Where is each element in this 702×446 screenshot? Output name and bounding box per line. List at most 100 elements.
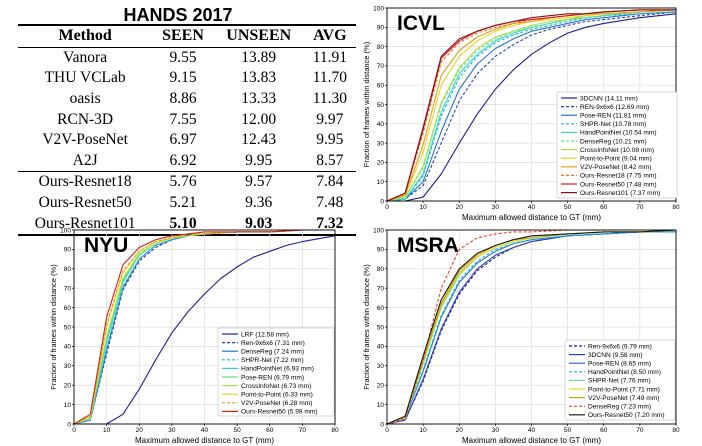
cell-unseen: 13.33 bbox=[241, 90, 277, 108]
y-tick-label: 70 bbox=[377, 286, 385, 293]
y-axis-label: Fraction of frames within distance (%) bbox=[362, 264, 371, 390]
x-axis-label: Maximum allowed distance to GT (mm) bbox=[462, 436, 601, 445]
y-tick-label: 70 bbox=[64, 286, 72, 293]
x-tick-label: 40 bbox=[201, 427, 209, 434]
y-tick-label: 90 bbox=[377, 247, 385, 254]
table-row: A2J 6.92 9.95 8.57 bbox=[18, 151, 356, 172]
legend-label: Ours-Resnet50 (7.48 mm) bbox=[580, 181, 657, 188]
cell-seen: 5.21 bbox=[169, 194, 197, 212]
series-line bbox=[73, 229, 335, 425]
x-tick-label: 10 bbox=[103, 427, 111, 434]
legend-box bbox=[556, 91, 678, 199]
legend-box bbox=[564, 339, 676, 421]
chart-title: NYU bbox=[84, 234, 128, 257]
legend-label: HandPointNet (8.50 mm) bbox=[588, 369, 661, 376]
cell-unseen: 12.00 bbox=[241, 110, 277, 128]
series-group bbox=[73, 229, 336, 425]
cell-method: A2J bbox=[72, 151, 98, 169]
legend: LRF (12.58 mm) Ren-9x6x6 (7.31 mm) DenseRe… bbox=[217, 327, 335, 417]
legend-label: Point-to-Point (6.33 mm) bbox=[241, 392, 313, 399]
y-tick-label: 30 bbox=[64, 363, 72, 370]
cell-avg: 9.95 bbox=[316, 131, 344, 149]
y-axis-label: Fraction of frames within distance (%) bbox=[362, 41, 371, 167]
y-tick-label: 0 bbox=[380, 421, 384, 428]
table-row: oasis 8.86 13.33 11.30 bbox=[18, 89, 356, 110]
cell-unseen: 9.95 bbox=[245, 151, 273, 169]
x-tick-label: 10 bbox=[420, 204, 428, 211]
legend: 3DCNN (14.11 mm) REN-9x6x6 (12.69 mm) Pose… bbox=[556, 91, 678, 199]
x-tick-label: 50 bbox=[234, 427, 242, 434]
legend-label: LRF (12.58 mm) bbox=[241, 331, 289, 338]
cell-method: oasis bbox=[69, 90, 101, 108]
series-line bbox=[387, 13, 677, 202]
legend-label: SHPR-Net (7.76 mm) bbox=[588, 378, 651, 385]
cell-unseen: 9.36 bbox=[245, 194, 273, 212]
y-tick-label: 20 bbox=[377, 383, 385, 390]
x-tick-label: 0 bbox=[385, 427, 389, 434]
legend-label: V2V-PoseNet (8.42 mm) bbox=[580, 164, 651, 171]
x-tick-label: 60 bbox=[600, 204, 608, 211]
cell-avg: 11.30 bbox=[312, 90, 348, 108]
y-tick-label: 0 bbox=[380, 198, 384, 205]
legend-label: DenseReg (7.24 mm) bbox=[241, 349, 304, 356]
x-tick-label: 70 bbox=[636, 427, 644, 434]
cell-avg: 11.91 bbox=[312, 48, 348, 66]
chart-title: ICVL bbox=[397, 12, 445, 35]
icvl-chart: 0 10 20 30 40 50 60 70 80 0 10 20 30 40 50 60 70 80 90 100 M… bbox=[362, 5, 680, 222]
x-tick-label: 0 bbox=[385, 204, 389, 211]
series-line bbox=[386, 231, 676, 425]
x-tick-label: 40 bbox=[528, 204, 536, 211]
legend-label: Ours-Resnet18 (7.75 mm) bbox=[580, 173, 657, 180]
legend-label: 3DCNN (14.11 mm) bbox=[580, 95, 638, 102]
y-tick-label: 10 bbox=[377, 402, 385, 409]
y-tick-label: 40 bbox=[64, 344, 72, 351]
table-row: V2V-PoseNet 6.97 12.43 9.95 bbox=[18, 130, 356, 151]
x-axis-label: Maximum allowed distance to GT (mm) bbox=[462, 213, 601, 222]
legend-box bbox=[217, 327, 335, 417]
legend-label: Pose-REN (6.79 mm) bbox=[241, 374, 304, 381]
msra-chart: 0 10 20 30 40 50 60 70 80 0 10 20 30 40 50 60 70 80 90 100 M… bbox=[362, 227, 680, 445]
x-tick-label: 30 bbox=[168, 427, 176, 434]
x-tick-label: 20 bbox=[456, 204, 464, 211]
y-tick-label: 100 bbox=[373, 227, 384, 234]
series-line bbox=[74, 235, 336, 425]
y-tick-label: 80 bbox=[64, 266, 72, 273]
y-tick-label: 10 bbox=[377, 179, 385, 186]
x-tick-label: 0 bbox=[72, 427, 76, 434]
table-header-row: Method SEEN UNSEEN AVG bbox=[18, 23, 356, 48]
series-line bbox=[386, 9, 676, 202]
y-tick-label: 40 bbox=[377, 344, 385, 351]
table-row: RCN-3D 7.55 12.00 9.97 bbox=[18, 109, 356, 130]
y-tick-label: 100 bbox=[373, 5, 384, 12]
cell-seen: 5.76 bbox=[152, 171, 214, 193]
legend-label: Ren-9x6x6 (7.31 mm) bbox=[241, 340, 305, 347]
x-tick-label: 70 bbox=[299, 427, 307, 434]
table-row: Ours-Resnet50 5.21 9.36 7.48 bbox=[18, 193, 356, 214]
series-line bbox=[386, 11, 677, 202]
series-line bbox=[386, 229, 677, 425]
y-tick-label: 70 bbox=[377, 63, 385, 70]
legend-label: REN-9x6x6 (12.69 mm) bbox=[580, 104, 649, 111]
x-tick-label: 20 bbox=[136, 427, 144, 434]
y-tick-label: 60 bbox=[377, 305, 385, 312]
table-row: Vanora 9.55 13.89 11.91 bbox=[18, 47, 356, 68]
legend-label: Ren-9x6x6 (9.79 mm) bbox=[588, 343, 652, 350]
cell-avg: 11.70 bbox=[312, 69, 348, 87]
table-row: Ours-Resnet18 5.76 9.57 7.84 bbox=[18, 171, 356, 193]
legend-label: Ours-Resnet101 (7.37 mm) bbox=[580, 190, 660, 197]
legend-label: HandPointNet (10.54 mm) bbox=[580, 130, 657, 137]
y-tick-label: 60 bbox=[377, 83, 385, 90]
legend-label: Point-to-Point (9.04 mm) bbox=[580, 156, 652, 163]
y-tick-label: 50 bbox=[377, 102, 385, 109]
header-unseen: UNSEEN bbox=[213, 23, 304, 48]
y-tick-label: 40 bbox=[377, 121, 385, 128]
x-tick-label: 60 bbox=[266, 427, 274, 434]
nyu-chart: 0 10 20 30 40 50 60 70 80 0 10 20 30 40 50 60 70 80 90 100 M… bbox=[49, 227, 339, 445]
y-tick-label: 80 bbox=[377, 266, 385, 273]
x-tick-label: 80 bbox=[331, 427, 339, 434]
header-method: Method bbox=[18, 23, 153, 48]
legend-label: SHPR-Net (10.78 mm) bbox=[580, 121, 646, 128]
y-tick-label: 100 bbox=[60, 227, 71, 234]
table-body: Vanora 9.55 13.89 11.91 THU VCLab 9.15 13.83 11… bbox=[18, 47, 356, 236]
y-axis-label: Fraction of frames within distance (%) bbox=[49, 264, 58, 390]
